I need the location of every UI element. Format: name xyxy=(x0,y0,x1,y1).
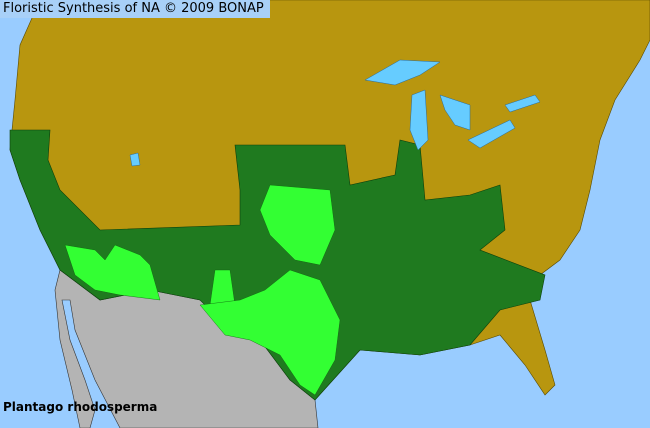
county-patch-arizona xyxy=(64,244,161,301)
map-title: Floristic Synthesis of NA © 2009 BONAP xyxy=(0,0,270,18)
great-lakes xyxy=(129,59,541,167)
species-label: Plantago rhodosperma xyxy=(3,400,158,414)
lake-erie xyxy=(467,119,516,149)
present-in-county-patches xyxy=(64,184,341,396)
county-patch-kansas-oklahoma xyxy=(259,184,336,266)
present-in-state-region xyxy=(9,129,546,401)
county-patch-texas xyxy=(199,269,341,396)
lake-ontario xyxy=(504,94,541,113)
lake-michigan xyxy=(409,89,429,151)
lake-superior xyxy=(364,59,441,86)
great-salt-lake xyxy=(129,152,141,167)
lake-huron xyxy=(439,94,471,131)
